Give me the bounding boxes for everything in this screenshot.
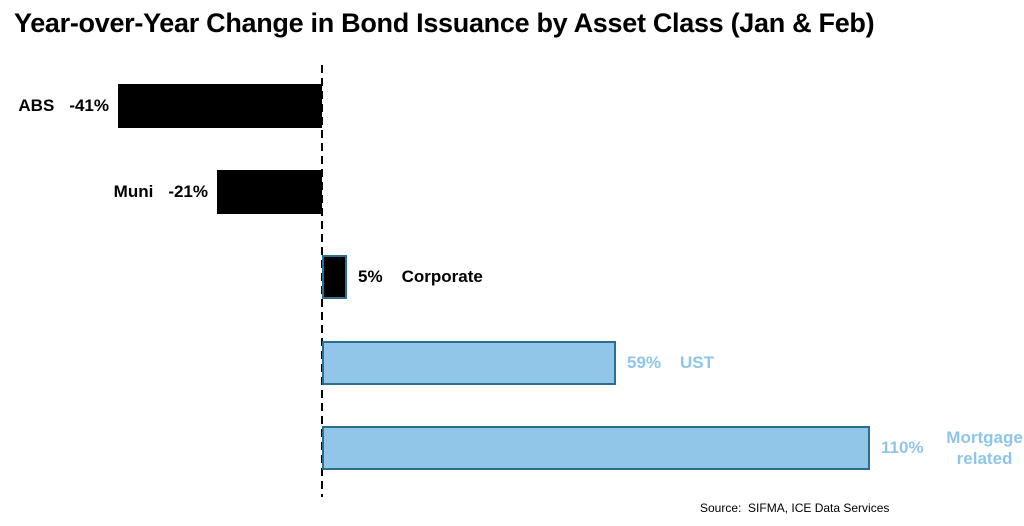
bar-corporate <box>322 255 347 299</box>
label-row-mortgage-related: 110% Mortgage related <box>881 426 1024 470</box>
bar-ust <box>322 341 616 385</box>
bar-muni <box>217 170 322 214</box>
value-label: 110% <box>881 438 924 457</box>
category-label: ABS <box>18 96 55 115</box>
source-note: Source: SIFMA, ICE Data Services <box>700 501 890 515</box>
label-row-corporate: 5% Corporate <box>358 255 483 299</box>
bar-mortgage-related <box>322 426 870 470</box>
bar-abs <box>118 84 322 128</box>
label-row-muni: Muni -21% <box>0 170 208 214</box>
value-label: -21% <box>168 182 208 201</box>
category-label: Corporate <box>401 267 483 286</box>
chart-title: Year-over-Year Change in Bond Issuance b… <box>14 8 875 38</box>
value-label: 59% <box>627 353 662 372</box>
value-label: -41% <box>69 96 109 115</box>
label-row-abs: ABS -41% <box>0 84 109 128</box>
value-label: 5% <box>358 267 383 286</box>
category-label: UST <box>680 353 715 372</box>
category-label: Mortgage related <box>946 428 1023 468</box>
label-row-ust: 59% UST <box>627 341 714 385</box>
category-label: Muni <box>113 182 154 201</box>
